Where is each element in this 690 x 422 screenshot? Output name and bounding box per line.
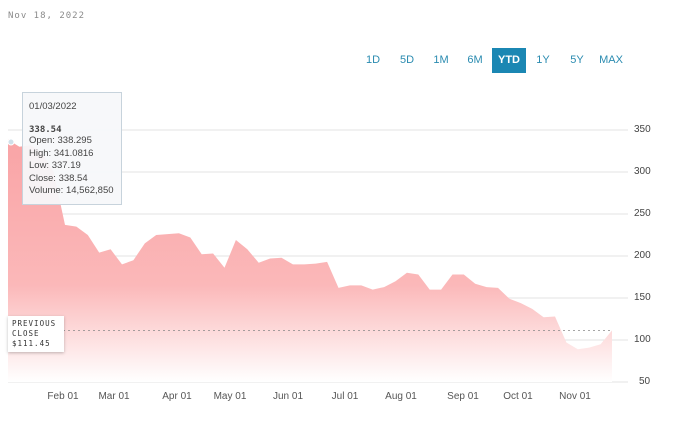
x-tick-may: May 01	[213, 391, 247, 402]
tooltip-low: Low: 337.19	[29, 160, 81, 172]
x-tick-feb: Feb 01	[47, 391, 79, 402]
x-tick-nov: Nov 01	[559, 391, 591, 402]
range-1y-button[interactable]: 1Y	[536, 54, 550, 66]
hover-marker	[7, 138, 15, 146]
chart-date: Nov 18, 2022	[8, 11, 86, 21]
range-ytd-button[interactable]: YTD	[492, 48, 526, 73]
previous-close-line2: CLOSE	[12, 329, 40, 338]
range-1d-button[interactable]: 1D	[365, 54, 381, 66]
y-tick-250: 250	[634, 208, 651, 219]
hover-tooltip: 01/03/2022 338.54 Open: 338.295 High: 34…	[22, 92, 122, 205]
tooltip-close: Close: 338.54	[29, 172, 88, 184]
tooltip-high: High: 341.0816	[29, 147, 94, 159]
price-area	[8, 139, 612, 382]
y-tick-200: 200	[634, 250, 651, 261]
x-tick-sep: Sep 01	[447, 391, 479, 402]
x-tick-apr: Apr 01	[162, 391, 192, 402]
y-tick-300: 300	[634, 166, 651, 177]
tooltip-volume: Volume: 14,562,850	[29, 185, 114, 197]
tooltip-open: Open: 338.295	[29, 135, 92, 146]
y-tick-50: 50	[639, 376, 651, 387]
range-selector: 1D 5D 1M 6M YTD 1Y 5Y MAX	[356, 48, 628, 73]
previous-close-value: $111.45	[12, 339, 51, 348]
y-tick-150: 150	[634, 292, 651, 303]
x-tick-jul: Jul 01	[331, 391, 359, 402]
x-tick-aug: Aug 01	[385, 391, 417, 402]
range-5d-button[interactable]: 5D	[399, 54, 415, 66]
x-tick-mar: Mar 01	[98, 391, 130, 402]
tooltip-close-value: 338.54	[29, 125, 62, 135]
previous-close-line1: PREVIOUS	[12, 319, 57, 328]
range-6m-button[interactable]: 6M	[467, 54, 483, 66]
tooltip-date: 01/03/2022	[29, 101, 77, 112]
previous-close-label: PREVIOUS CLOSE $111.45	[8, 316, 64, 352]
range-max-button[interactable]: MAX	[599, 54, 623, 66]
y-tick-350: 350	[634, 124, 651, 135]
y-tick-100: 100	[634, 334, 651, 345]
range-5y-button[interactable]: 5Y	[570, 54, 584, 66]
x-tick-oct: Oct 01	[503, 391, 533, 402]
x-tick-jun: Jun 01	[272, 391, 304, 402]
range-1m-button[interactable]: 1M	[433, 54, 449, 66]
